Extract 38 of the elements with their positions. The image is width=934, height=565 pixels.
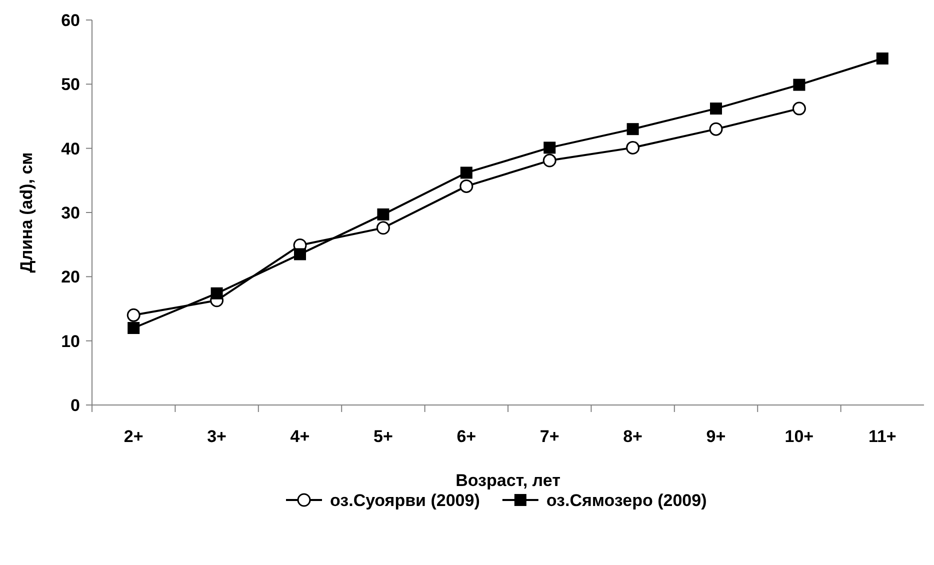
point <box>377 208 390 220</box>
point <box>376 221 390 235</box>
y-axis-title: Длина (ad), см <box>17 152 36 273</box>
point <box>542 154 556 168</box>
point <box>128 322 140 334</box>
x-tick-label: 5+ <box>374 427 393 446</box>
y-tick-label: 50 <box>61 75 80 94</box>
point <box>792 102 806 116</box>
point <box>793 78 806 91</box>
point <box>876 52 888 64</box>
legend-label: оз.Сямозеро (2009) <box>546 490 707 510</box>
point <box>710 102 722 115</box>
point <box>626 140 640 154</box>
x-tick-label: 6+ <box>456 427 476 446</box>
y-tick-label: 10 <box>61 332 80 351</box>
x-tick-label: 9+ <box>706 427 726 446</box>
x-tick-label: 2+ <box>124 427 144 446</box>
x-tick-label: 11+ <box>868 427 896 446</box>
x-tick-label: 3+ <box>207 427 227 446</box>
y-tick-label: 20 <box>61 268 80 287</box>
point <box>460 179 474 193</box>
legend-label: оз.Суоярви (2009) <box>330 490 480 510</box>
point <box>294 248 306 260</box>
point <box>210 287 223 300</box>
point <box>126 308 140 322</box>
point <box>460 166 472 179</box>
y-tick-label: 60 <box>61 10 80 30</box>
y-tick-label: 30 <box>61 203 80 222</box>
y-tick-label: 0 <box>70 396 80 415</box>
point <box>709 122 723 136</box>
point <box>544 142 556 154</box>
point <box>626 123 639 136</box>
x-tick-label: 10+ <box>784 427 814 446</box>
y-tick-label: 40 <box>61 139 80 158</box>
x-tick-label: 7+ <box>540 427 560 446</box>
x-axis-title: Возраст, лет <box>456 471 560 490</box>
x-tick-label: 4+ <box>290 427 310 446</box>
x-tick-label: 8+ <box>623 427 643 446</box>
